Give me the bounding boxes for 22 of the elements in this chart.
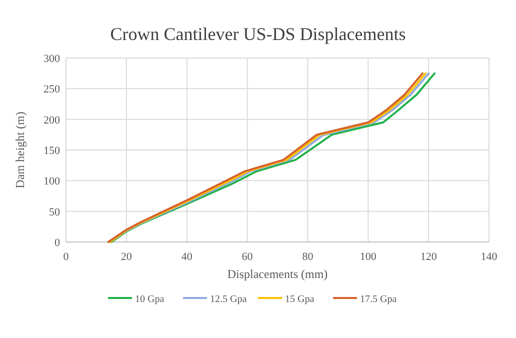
x-tick-label: 0 [63, 251, 70, 263]
y-axis-title: Dam height (m) [13, 112, 27, 188]
chart-title: Crown Cantilever US-DS Displacements [110, 24, 406, 44]
y-tick-label: 250 [44, 84, 60, 96]
y-tick-label: 100 [44, 176, 60, 188]
y-tick-label: 50 [49, 206, 60, 218]
x-tick-label: 80 [302, 251, 314, 263]
x-axis-title: Displacements (mm) [227, 267, 328, 281]
x-tick-label: 120 [420, 251, 438, 263]
y-tick-label: 0 [54, 237, 60, 249]
x-tick-label: 100 [360, 251, 377, 263]
x-tick-label: 40 [181, 251, 193, 263]
x-tick-label: 60 [242, 251, 254, 263]
legend-label: 10 Gpa [135, 294, 165, 305]
x-tick-label: 140 [480, 251, 498, 263]
legend-label: 17.5 Gpa [360, 294, 398, 305]
y-tick-label: 150 [44, 145, 60, 157]
y-tick-label: 300 [44, 53, 60, 65]
x-tick-label: 20 [120, 251, 132, 263]
y-tick-label: 200 [44, 114, 60, 126]
legend-label: 15 Gpa [285, 294, 315, 305]
legend-label: 12.5 Gpa [210, 294, 248, 305]
